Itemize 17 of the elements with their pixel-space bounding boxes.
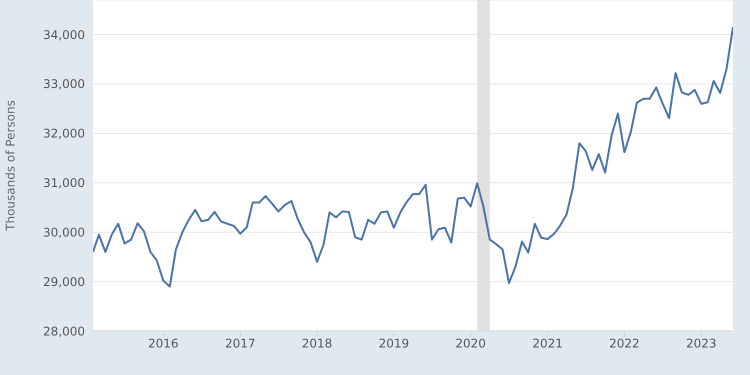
x-tick-label: 2019 — [378, 336, 410, 351]
x-tick-label: 2023 — [686, 336, 717, 351]
y-tick-label: 34,000 — [43, 28, 85, 42]
x-tick-label: 2016 — [148, 336, 179, 351]
line-series — [93, 26, 733, 288]
y-tick-label: 28,000 — [43, 324, 85, 338]
x-tick-label: 2022 — [609, 336, 640, 351]
x-tick-label: 2020 — [455, 336, 486, 351]
y-axis-title: Thousands of Persons — [3, 100, 18, 232]
x-tick-label: 2021 — [532, 336, 563, 351]
y-tick-label: 29,000 — [43, 274, 85, 289]
y-tick-label: 30,000 — [43, 225, 85, 240]
y-tick-label: 33,000 — [43, 77, 85, 92]
x-tick-label: 2017 — [225, 336, 256, 351]
y-tick-label: 32,000 — [43, 126, 85, 141]
y-tick-label: 31,000 — [43, 176, 85, 190]
x-tick-label: 2018 — [302, 336, 332, 351]
